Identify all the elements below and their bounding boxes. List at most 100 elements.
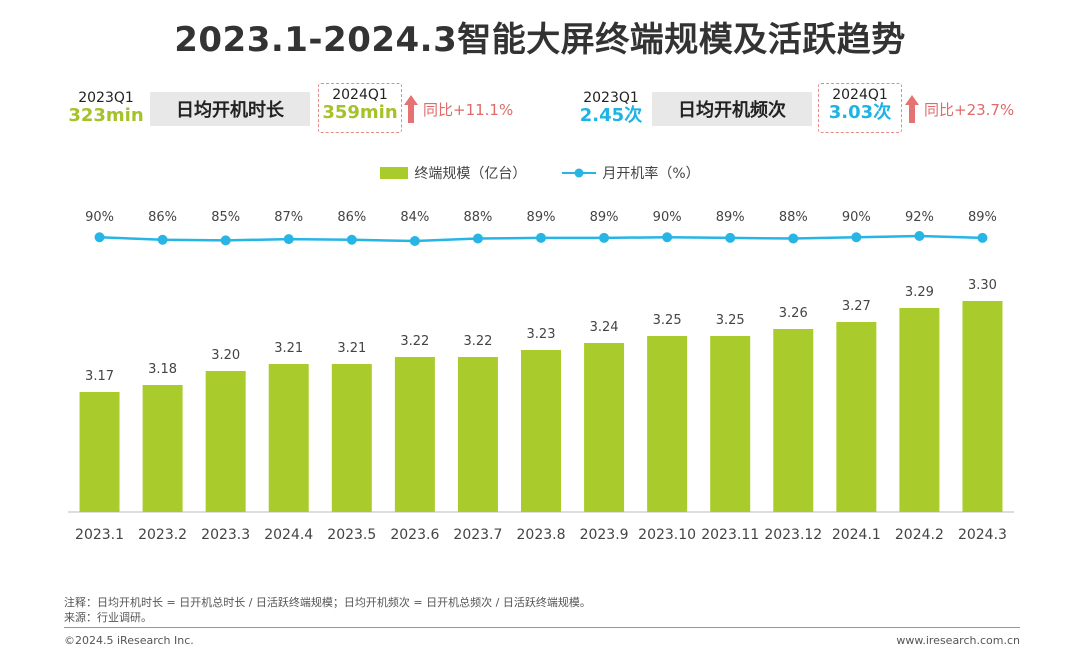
line-point [472,233,483,244]
bar-value-label: 3.17 [85,369,114,384]
kpi-frequency-prev-value: 2.45次 [579,105,643,127]
x-tick-label: 2024.4 [264,527,313,543]
line-value-label: 89% [968,210,997,225]
chart-canvas: 3.17 2023.1 3.18 2023.2 3.20 2023.3 3.21 2024.4… [68,210,1014,543]
legend-line-label: 月开机率（%） [602,166,700,182]
line-value-label: 92% [905,210,934,225]
bar-value-label: 3.20 [211,348,240,363]
footer-copyright: ©2024.5 iResearch Inc. [64,634,194,647]
x-tick-label: 2023.5 [327,527,376,543]
line-point [94,232,105,243]
bar [205,371,246,512]
bar [394,357,435,512]
line-value-label: 86% [337,210,366,225]
kpi-duration-cur-value: 359min [322,102,398,124]
kpi-frequency-cur-period: 2024Q1 [832,87,888,103]
line-point [977,232,988,243]
kpi-duration-current: 2024Q1 359min [318,83,402,133]
bar [457,357,498,512]
x-tick-label: 2023.12 [764,527,822,543]
line-value-label: 88% [779,210,808,225]
bar-value-label: 3.27 [842,299,871,314]
line-point [725,232,736,243]
chart-title: 2023.1-2024.3智能大屏终端规模及活跃趋势 [174,20,906,60]
bar-value-label: 3.24 [590,320,619,335]
bar-value-label: 3.23 [527,327,556,342]
kpi-frequency-prev: 2023Q1 2.45次 [574,90,648,127]
x-tick-label: 2023.1 [75,527,124,543]
kpi-duration-yoy: 同比+11.1% [423,101,514,119]
line-value-label: 89% [527,210,556,225]
line-point [914,231,925,241]
x-tick-label: 2023.10 [638,527,696,543]
line-point [157,234,168,245]
kpi-duration-prev-value: 323min [68,105,144,127]
line-point [851,232,862,243]
line-point [599,232,610,243]
line-point [283,234,294,245]
bar [331,364,372,512]
line-value-label: 90% [653,210,682,225]
bar [268,364,309,512]
footer-url: www.iresearch.com.cn [896,634,1020,647]
bar-value-label: 3.21 [337,341,366,356]
bar-value-label: 3.22 [400,334,429,349]
x-tick-label: 2024.2 [895,527,944,543]
x-tick-label: 2023.3 [201,527,250,543]
bar [142,385,183,512]
bar-value-label: 3.25 [716,313,745,328]
bar [584,343,625,512]
bar [521,350,561,512]
footer-divider [64,627,1020,628]
line-point [662,232,673,243]
bar-value-label: 3.22 [463,334,492,349]
bar-value-label: 3.29 [905,285,934,300]
legend-line-swatch [562,168,597,178]
bar [836,322,877,512]
x-tick-label: 2023.8 [517,527,566,543]
line-value-label: 86% [148,210,177,225]
bar [962,301,1003,512]
x-tick-label: 2023.9 [580,527,629,543]
kpi-duration-prev-period: 2023Q1 [78,90,134,106]
x-tick-label: 2023.6 [390,527,439,543]
bar [899,308,940,512]
x-tick-label: 2024.1 [832,527,881,543]
legend-item-bar: 终端规模（亿台） [380,163,526,183]
line-value-label: 89% [590,210,619,225]
kpi-duration-metric: 日均开机时长 [150,92,310,126]
line-value-label: 87% [274,210,303,225]
kpi-duration-prev: 2023Q1 323min [68,90,144,127]
bar-value-label: 3.18 [148,362,177,377]
bar [79,392,120,512]
arrow-up-icon [905,95,919,123]
line-point [536,232,546,243]
bar [773,329,814,512]
legend-bar-swatch [380,167,409,179]
chart-legend: 终端规模（亿台） 月开机率（%） [0,163,1080,183]
line-value-label: 90% [842,210,871,225]
bar-value-label: 3.21 [274,341,303,356]
x-tick-label: 2023.2 [138,527,187,543]
kpi-frequency-cur-value: 3.03次 [828,102,892,124]
footnote-definition: 注释：日均开机时长 = 日开机总时长 / 日活跃终端规模；日均开机频次 = 日开… [64,596,591,609]
bar-value-label: 3.25 [653,313,682,328]
x-tick-label: 2023.11 [701,527,759,543]
line-value-label: 90% [85,210,114,225]
bar-value-label: 3.30 [968,278,997,293]
line-point [220,235,231,246]
line-value-label: 88% [463,210,492,225]
bar [710,336,751,512]
x-tick-label: 2024.3 [958,527,1007,543]
kpi-duration-cur-period: 2024Q1 [332,87,388,103]
bar [647,336,688,512]
footnote-source: 来源：行业调研。 [64,611,152,624]
line-point [409,236,420,246]
x-tick-label: 2023.7 [453,527,502,543]
kpi-frequency-prev-period: 2023Q1 [583,90,639,106]
legend-item-line: 月开机率（%） [562,163,700,183]
kpi-frequency-yoy: 同比+23.7% [924,101,1015,119]
bar-value-label: 3.26 [779,306,808,321]
line-value-label: 85% [211,210,240,225]
line-point [346,234,357,245]
